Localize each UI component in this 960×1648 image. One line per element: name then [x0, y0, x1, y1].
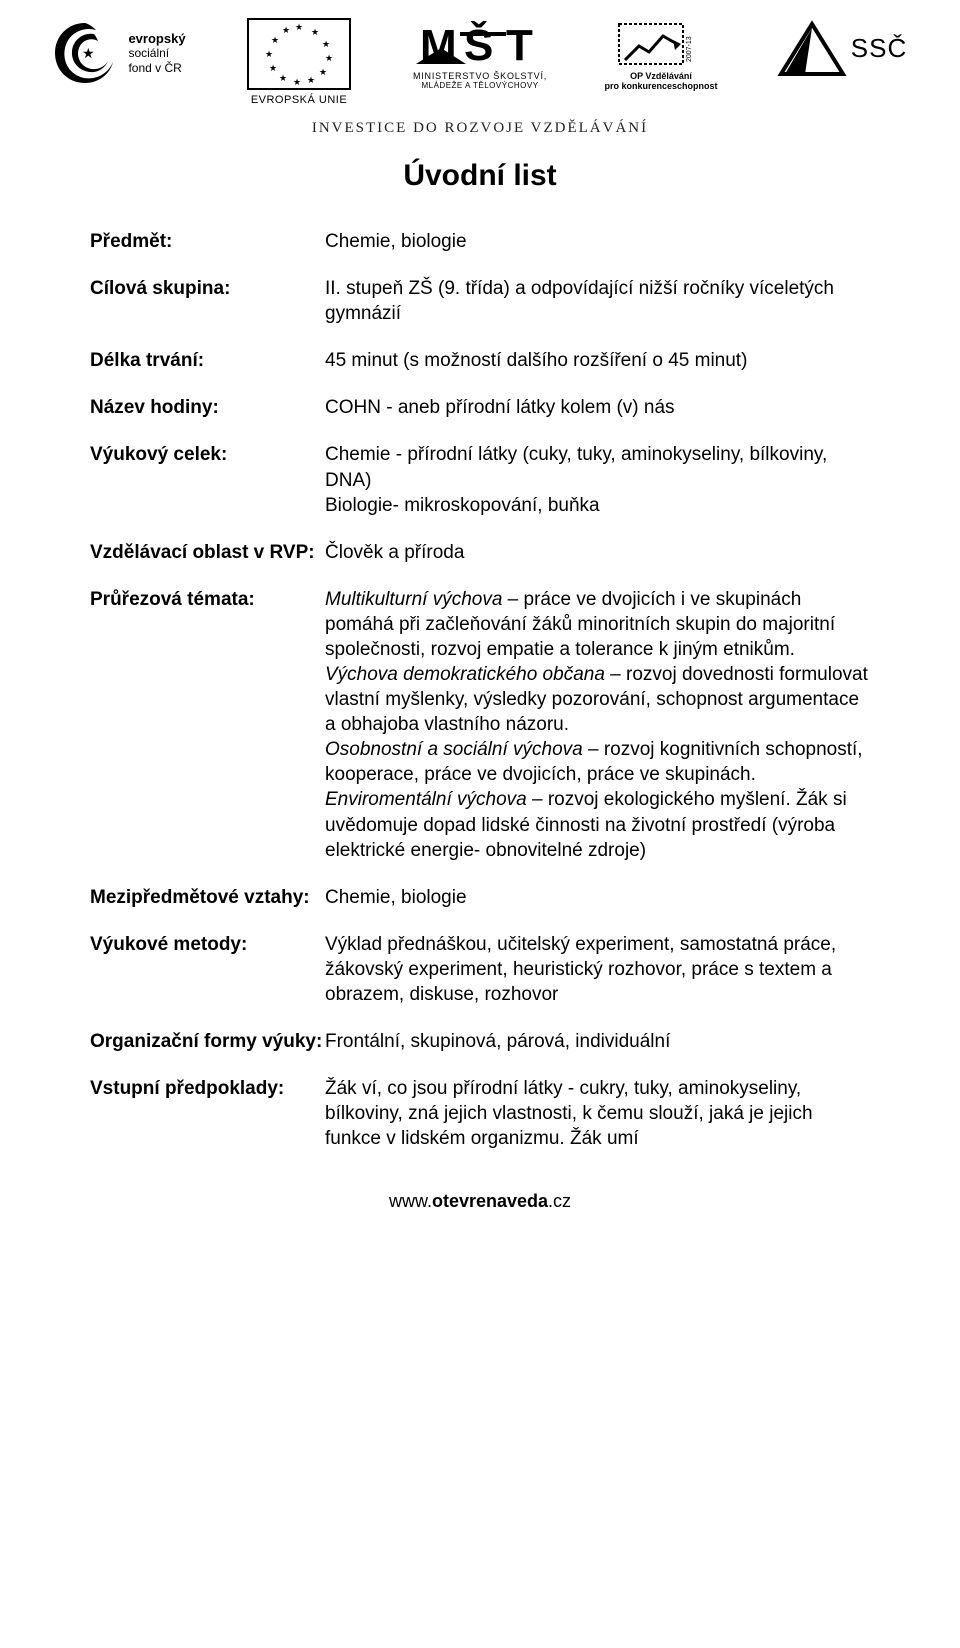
op-line2: pro konkurenceschopnost — [604, 82, 717, 92]
row-metody: Výukové metody: Výklad přednáškou, učite… — [90, 932, 870, 1007]
row-celek: Výukový celek: Chemie - přírodní látky (… — [90, 442, 870, 517]
label-oblast: Vzdělávací oblast v RVP: — [90, 540, 325, 565]
logo-strip: ★ evropský sociální fond v ČR ★ ★ ★ ★ ★ … — [0, 0, 960, 110]
label-vstup: Vstupní předpoklady: — [90, 1076, 325, 1101]
value-predmet: Chemie, biologie — [325, 229, 870, 254]
esf-swirl-icon: ★ — [50, 18, 120, 88]
row-cilova: Cílová skupina: II. stupeň ZŠ (9. třída)… — [90, 276, 870, 326]
row-prurezova: Průřezová témata: Multikulturní výchova … — [90, 587, 870, 863]
value-nazev: COHN - aneb přírodní látky kolem (v) nás — [325, 395, 870, 420]
value-mezi: Chemie, biologie — [325, 885, 870, 910]
esf-line2: sociální — [128, 46, 185, 60]
esf-text: evropský sociální fond v ČR — [128, 31, 185, 75]
eu-logo: ★ ★ ★ ★ ★ ★ ★ ★ ★ ★ ★ ★ EVROPSKÁ UNIE — [224, 18, 374, 106]
row-predmet: Předmět: Chemie, biologie — [90, 229, 870, 254]
esf-line3: fond v ČR — [128, 61, 185, 75]
eu-label: EVROPSKÁ UNIE — [251, 94, 347, 106]
row-delka: Délka trvání: 45 minut (s možností další… — [90, 348, 870, 373]
value-celek: Chemie - přírodní látky (cuky, tuky, ami… — [325, 442, 870, 517]
svg-text:Š: Š — [464, 19, 493, 70]
page-title: Úvodní list — [0, 159, 960, 193]
label-formy: Organizační formy výuky: — [90, 1029, 325, 1054]
value-cilova: II. stupeň ZŠ (9. třída) a odpovídající … — [325, 276, 870, 326]
investice-tagline: INVESTICE DO ROZVOJE VZDĚLÁVÁNÍ — [0, 120, 960, 137]
value-delka: 45 minut (s možností dalšího rozšíření o… — [325, 348, 870, 373]
label-predmet: Předmět: — [90, 229, 325, 254]
footer-bold: otevrenaveda — [432, 1191, 548, 1211]
footer-suffix: .cz — [548, 1191, 571, 1211]
prurezova-4-title: Enviromentální výchova — [325, 789, 527, 810]
ssc-triangle-icon — [777, 18, 847, 78]
page: ★ evropský sociální fond v ČR ★ ★ ★ ★ ★ … — [0, 0, 960, 1252]
footer-prefix: www. — [389, 1191, 432, 1211]
row-nazev: Název hodiny: COHN - aneb přírodní látky… — [90, 395, 870, 420]
value-formy: Frontální, skupinová, párová, individuál… — [325, 1029, 870, 1054]
ssc-logo: SSČ — [752, 18, 932, 78]
op-icon: 2007-13 — [611, 18, 711, 70]
prurezova-2-title: Výchova demokratického občana — [325, 664, 605, 685]
row-oblast: Vzdělávací oblast v RVP: Člověk a přírod… — [90, 540, 870, 565]
op-logo: 2007-13 OP Vzdělávání pro konkurencescho… — [586, 18, 736, 92]
esf-line1: evropský — [128, 31, 185, 47]
ms-icon: M Š T — [410, 18, 550, 70]
esf-logo: ★ evropský sociální fond v ČR — [28, 18, 208, 88]
row-vstup: Vstupní předpoklady: Žák ví, co jsou pří… — [90, 1076, 870, 1151]
ssc-label: SSČ — [851, 34, 907, 63]
ms-logo: M Š T MINISTERSTVO ŠKOLSTVÍ, MLÁDEŽE A T… — [390, 18, 570, 91]
value-metody: Výklad přednáškou, učitelský experiment,… — [325, 932, 870, 1007]
value-prurezova: Multikulturní výchova – práce ve dvojicí… — [325, 587, 870, 863]
prurezova-3-title: Osobnostní a sociální výchova — [325, 739, 583, 760]
label-nazev: Název hodiny: — [90, 395, 325, 420]
label-delka: Délka trvání: — [90, 348, 325, 373]
label-cilova: Cílová skupina: — [90, 276, 325, 301]
eu-flag-icon: ★ ★ ★ ★ ★ ★ ★ ★ ★ ★ ★ ★ — [247, 18, 351, 90]
value-vstup: Žák ví, co jsou přírodní látky - cukry, … — [325, 1076, 870, 1151]
prurezova-1-title: Multikulturní výchova — [325, 589, 502, 610]
row-mezi: Mezipředmětové vztahy: Chemie, biologie — [90, 885, 870, 910]
value-oblast: Člověk a příroda — [325, 540, 870, 565]
label-prurezova: Průřezová témata: — [90, 587, 325, 612]
ms-line2: MLÁDEŽE A TĚLOVÝCHOVY — [421, 82, 538, 91]
esf-star-icon: ★ — [82, 45, 95, 61]
footer-url: www.otevrenaveda.cz — [0, 1191, 960, 1212]
svg-text:T: T — [506, 21, 533, 70]
op-side-text: 2007-13 — [686, 36, 693, 62]
content-table: Předmět: Chemie, biologie Cílová skupina… — [0, 229, 960, 1151]
label-metody: Výukové metody: — [90, 932, 325, 957]
row-formy: Organizační formy výuky: Frontální, skup… — [90, 1029, 870, 1054]
label-celek: Výukový celek: — [90, 442, 325, 467]
label-mezi: Mezipředmětové vztahy: — [90, 885, 325, 910]
